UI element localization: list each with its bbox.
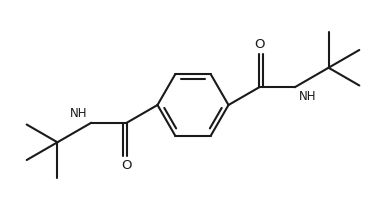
Text: NH: NH <box>299 90 316 103</box>
Text: O: O <box>122 159 132 172</box>
Text: O: O <box>254 38 264 51</box>
Text: NH: NH <box>70 107 87 120</box>
